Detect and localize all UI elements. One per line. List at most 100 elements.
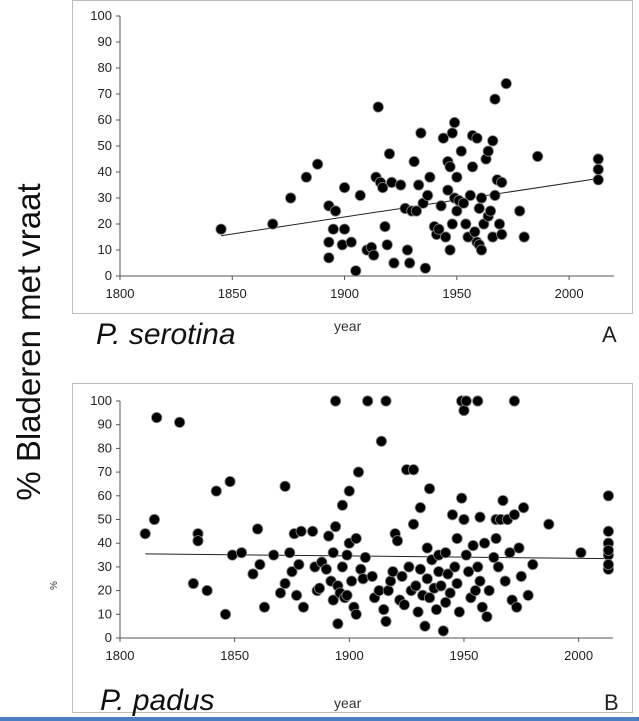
chart-a-data-point xyxy=(466,161,479,173)
chart-b-data-point xyxy=(458,513,470,526)
chart-b-data-point xyxy=(442,568,454,580)
chart-b-data-point xyxy=(444,587,456,599)
chart-b-data-point xyxy=(235,547,248,559)
chart-b-y-tick-label: 0 xyxy=(105,630,112,645)
chart-b-data-point xyxy=(467,539,479,552)
chart-a-data-point xyxy=(312,158,324,170)
chart-b-data-point xyxy=(329,521,342,533)
chart-b-data-point xyxy=(522,589,534,601)
chart-b-data-point xyxy=(483,585,495,597)
chart-b-data-point xyxy=(274,587,287,599)
chart-b-data-point xyxy=(462,566,475,578)
chart-a-data-point xyxy=(422,189,434,201)
slide-footer-rule xyxy=(0,717,639,721)
chart-b-y-tick-label: 90 xyxy=(98,417,112,432)
chart-b-data-point xyxy=(320,563,332,575)
chart-a-data-point xyxy=(482,145,494,157)
chart-b-y-tick-label: 70 xyxy=(98,464,112,479)
chart-b-data-point xyxy=(423,592,436,604)
chart-b-data-point xyxy=(350,532,362,545)
chart-a-data-point xyxy=(514,205,526,217)
chart-b-data-point xyxy=(515,570,527,582)
chart-a-data-point xyxy=(408,156,420,168)
chart-b-data-point xyxy=(407,518,420,530)
panel-letter-b: B xyxy=(604,690,619,715)
chart-a-data-point xyxy=(327,223,339,235)
chart-b-data-point xyxy=(517,502,530,514)
chart-b-data-point xyxy=(279,480,291,492)
chart-a-data-point xyxy=(489,93,501,105)
chart-a-y-tick-label: 10 xyxy=(98,242,112,257)
panel-letter-a: A xyxy=(602,322,617,347)
chart-b-data-point xyxy=(375,435,388,447)
chart-b-data-point xyxy=(384,575,397,587)
chart-b-data-point xyxy=(602,544,615,556)
chart-b-data-point xyxy=(293,558,305,571)
chart-b-data-point xyxy=(251,523,264,535)
chart-b-data-point xyxy=(378,603,390,616)
chart-b-data-point xyxy=(279,577,291,590)
scatter-plot-b: 0 10 20 30 40 50 60 70 80 90 100 1800 1850 1900 1950 20… xyxy=(90,393,615,663)
chart-b-data-point xyxy=(336,561,349,573)
chart-a-data-point xyxy=(532,150,544,162)
scatter-plot-a: 0 10 20 30 40 50 60 70 80 90 100 1800 1850 1900 1950 20… xyxy=(90,8,614,301)
chart-b-data-point xyxy=(201,585,213,597)
species-label-b: P. padus xyxy=(100,684,215,717)
chart-a-data-point xyxy=(496,228,508,240)
chart-a-data-point xyxy=(383,148,396,160)
chart-b-data-point xyxy=(226,549,238,561)
chart-a-data-point xyxy=(493,218,506,230)
chart-b-data-point xyxy=(286,566,298,578)
chart-a-x-tick-label: 2000 xyxy=(555,286,584,301)
chart-a-data-point xyxy=(469,226,481,238)
x-axis-title-b: year xyxy=(334,695,362,711)
chart-a-y-tick-label: 0 xyxy=(105,268,112,283)
chart-a-data-point xyxy=(350,265,362,277)
chart-b-data-point xyxy=(359,551,371,564)
chart-b-data-point xyxy=(490,532,502,545)
chart-a-data-point xyxy=(448,117,461,129)
chart-b-data-point xyxy=(414,502,426,514)
chart-a-data-point xyxy=(592,174,604,186)
chart-panel-b: 0 10 20 30 40 50 60 70 80 90 100 1800 1850 1900 1950 20… xyxy=(72,383,633,713)
chart-b-data-point xyxy=(336,499,349,511)
chart-a-data-point xyxy=(444,161,456,173)
chart-b-data-point xyxy=(210,485,222,497)
chart-a-data-point xyxy=(368,249,380,261)
chart-a-data-point xyxy=(379,221,391,233)
chart-a-data-point xyxy=(285,192,297,204)
chart-a-data-point xyxy=(415,127,427,139)
chart-b-data-point xyxy=(421,573,433,585)
chart-a-y-tick-label: 70 xyxy=(98,86,112,101)
chart-b-data-point xyxy=(327,547,339,559)
chart-b-data-point xyxy=(396,570,408,582)
chart-b-data-point xyxy=(474,575,486,587)
chart-b-y-tick-label: 100 xyxy=(90,393,112,408)
chart-a-data-point xyxy=(496,176,508,188)
chart-a-data-point xyxy=(435,200,447,212)
chart-a-y-tick-label: 40 xyxy=(98,164,112,179)
chart-b-y-tick-label: 60 xyxy=(98,488,112,503)
chart-a-data-point xyxy=(457,197,470,209)
chart-b-data-point xyxy=(380,615,392,628)
chart-a-data-point xyxy=(444,244,456,256)
chart-a-data-point xyxy=(518,231,530,243)
chart-a-data-point xyxy=(404,257,416,269)
chart-b-data-point xyxy=(423,483,436,495)
chart-b-data-point xyxy=(474,511,486,523)
chart-b-data-point xyxy=(499,575,511,587)
chart-b-data-point xyxy=(440,596,452,609)
chart-b-data-point xyxy=(366,570,378,582)
chart-b-data-point xyxy=(414,563,426,575)
chart-a-y-tick-label: 90 xyxy=(98,34,112,49)
chart-b-data-point xyxy=(403,561,415,573)
chart-b-data-point xyxy=(362,395,374,407)
chart-b-data-point xyxy=(297,601,310,613)
chart-a-data-point xyxy=(388,257,400,269)
chart-b-data-point xyxy=(151,411,163,424)
chart-a-data-point xyxy=(460,218,472,230)
chart-a-data-point xyxy=(410,205,422,217)
chart-a-x-tick-label: 1800 xyxy=(106,286,135,301)
chart-a-data-point xyxy=(487,135,499,147)
chart-b-data-point xyxy=(458,404,470,417)
